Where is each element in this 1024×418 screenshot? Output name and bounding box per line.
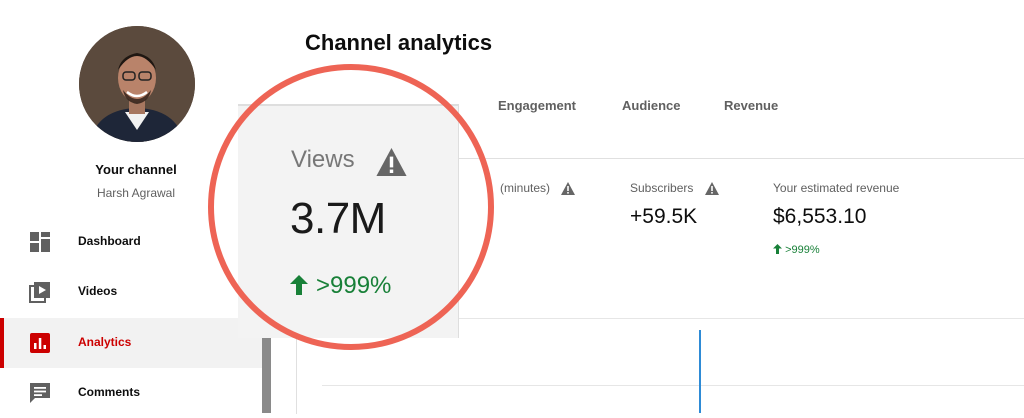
sidebar-item-label: Comments (78, 385, 141, 399)
sidebar-item-label: Dashboard (78, 234, 141, 248)
sidebar-item-analytics[interactable]: Analytics (0, 318, 262, 368)
metric-subscribers-value: +59.5K (630, 205, 698, 228)
metric-change-text: >999% (785, 244, 820, 256)
sidebar-item-videos[interactable]: Videos (0, 267, 262, 317)
sidebar-item-label: Videos (78, 284, 118, 298)
metric-subscribers-label: Subscribers (630, 181, 719, 196)
tab-engagement[interactable]: Engagement (498, 98, 577, 113)
dashboard-icon (30, 232, 50, 252)
analytics-icon (30, 333, 50, 353)
avatar-image (79, 26, 195, 142)
avatar[interactable] (79, 26, 195, 142)
views-value: 3.7M (290, 194, 386, 243)
tab-audience[interactable]: Audience (622, 98, 681, 113)
tab-revenue[interactable]: Revenue (724, 98, 779, 113)
metric-watch-time-label: (minutes) (500, 181, 576, 196)
metric-revenue-value: $6,553.10 (773, 205, 867, 228)
videos-icon (29, 282, 50, 303)
views-change-text: >999% (316, 272, 392, 299)
warning-icon[interactable] (561, 182, 576, 196)
comments-icon (30, 383, 50, 403)
sidebar-item-comments[interactable]: Comments (0, 368, 262, 418)
warning-icon[interactable] (376, 148, 407, 176)
arrow-up-icon (773, 244, 782, 254)
channel-owner-name: Harsh Agrawal (96, 186, 176, 200)
views-label: Views (291, 146, 355, 173)
chart-gridline (322, 318, 1024, 319)
chart-marker-line (699, 330, 701, 413)
warning-icon[interactable] (704, 182, 719, 196)
metric-revenue-change: >999% (773, 244, 820, 256)
metric-revenue-label: Your estimated revenue (773, 181, 900, 195)
metric-label-text: (minutes) (500, 181, 551, 195)
arrow-up-icon (290, 275, 308, 295)
sidebar-item-dashboard[interactable]: Dashboard (0, 217, 262, 267)
metric-label-text: Subscribers (630, 181, 694, 195)
views-metric-card[interactable] (238, 104, 459, 338)
page-title: Channel analytics (305, 30, 493, 55)
sidebar-item-label: Analytics (78, 335, 132, 349)
channel-title: Your channel (95, 162, 177, 177)
chart-gridline (322, 385, 1024, 386)
sidebar: Your channel Harsh Agrawal Dashboard Vid… (0, 0, 262, 413)
views-change: >999% (290, 272, 391, 300)
